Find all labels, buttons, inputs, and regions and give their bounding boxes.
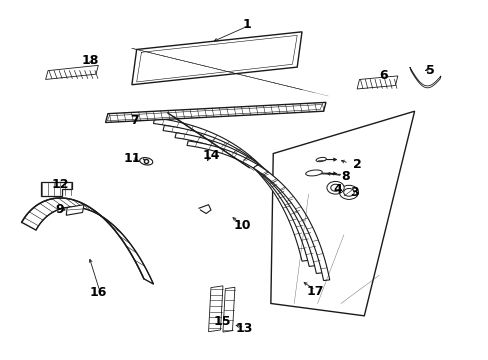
Circle shape [343,189,353,196]
FancyArrowPatch shape [143,159,146,162]
Polygon shape [105,102,325,122]
Polygon shape [66,205,84,215]
Polygon shape [153,118,309,261]
Polygon shape [356,76,397,89]
Text: 1: 1 [242,18,251,31]
Text: 7: 7 [130,113,139,126]
Polygon shape [175,133,323,274]
Polygon shape [45,66,98,80]
Text: 3: 3 [350,186,358,199]
Text: 8: 8 [340,170,349,183]
Polygon shape [132,32,302,85]
Text: 2: 2 [352,158,361,171]
Text: 5: 5 [425,64,434,77]
Polygon shape [186,141,329,280]
Polygon shape [208,286,223,332]
Text: 15: 15 [213,315,230,328]
Text: 4: 4 [333,183,342,196]
Text: 12: 12 [51,178,69,191]
Circle shape [326,181,344,194]
Text: 9: 9 [56,203,64,216]
Ellipse shape [315,157,325,162]
Text: 6: 6 [378,69,387,82]
Circle shape [330,184,340,191]
Text: 17: 17 [306,285,324,298]
Polygon shape [163,125,316,266]
Text: 11: 11 [123,152,141,165]
Ellipse shape [305,170,322,176]
Text: 13: 13 [235,322,253,335]
Polygon shape [409,67,440,88]
Text: 14: 14 [202,149,219,162]
Polygon shape [41,182,72,196]
Text: 10: 10 [233,219,250,232]
Text: 18: 18 [81,54,99,67]
Polygon shape [223,287,234,332]
Text: 16: 16 [89,286,107,299]
Circle shape [339,185,358,199]
Polygon shape [270,111,414,316]
Polygon shape [21,198,153,284]
